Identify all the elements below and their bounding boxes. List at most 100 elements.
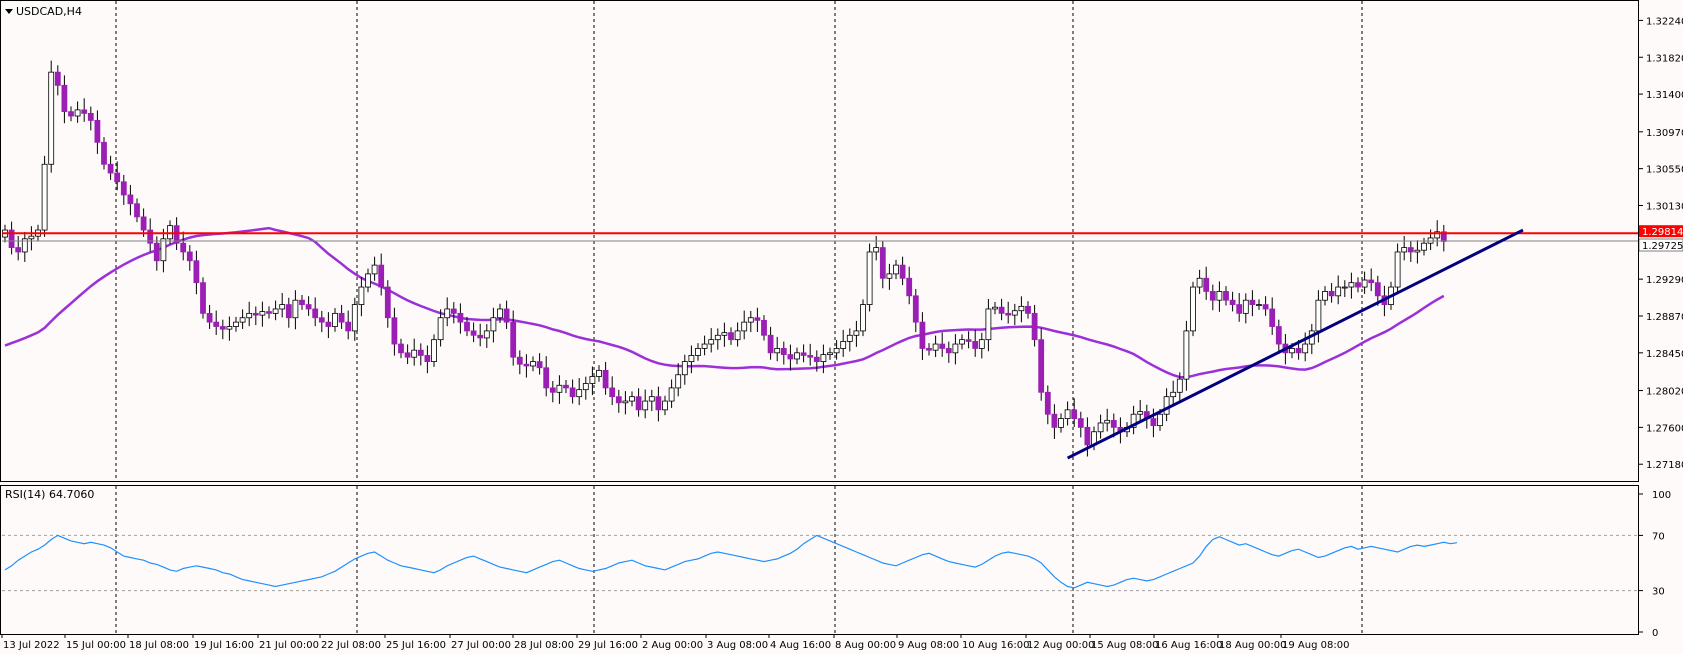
candle-body — [318, 317, 325, 323]
rsi-line — [4, 534, 1458, 589]
candle — [391, 307, 398, 356]
candle — [959, 334, 965, 350]
candle-body — [180, 242, 187, 253]
candle — [266, 306, 272, 319]
candle-body — [1025, 305, 1031, 314]
candle-body — [556, 384, 563, 393]
candle — [1407, 240, 1414, 262]
candle — [398, 338, 404, 359]
candle-body — [543, 367, 550, 389]
candle — [497, 303, 503, 324]
candle — [622, 391, 629, 415]
candle — [483, 324, 490, 348]
candle-body — [589, 376, 596, 384]
candle-body — [813, 356, 820, 362]
time-tick-label: 28 Jul 08:00 — [514, 640, 574, 651]
candle-body — [457, 312, 464, 323]
candle — [28, 226, 35, 251]
price-tick-label: 1.32240 — [1646, 16, 1683, 27]
candle — [589, 366, 596, 396]
candle — [1190, 281, 1196, 337]
candle-body — [140, 216, 147, 231]
candle-body — [642, 400, 649, 411]
price-tick-label: 1.30550 — [1646, 165, 1683, 176]
candle-body — [615, 396, 622, 404]
candle-body — [1176, 378, 1183, 393]
candle-body — [371, 264, 378, 275]
candle-body — [695, 348, 701, 356]
candle — [939, 332, 946, 357]
candle-body — [153, 242, 160, 262]
candle — [1216, 281, 1223, 312]
support-trendline — [1066, 228, 1524, 460]
time-tick-label: 16 Aug 16:00 — [1155, 640, 1222, 651]
candle-body — [1407, 247, 1414, 253]
candle — [787, 344, 794, 371]
candle-body — [200, 282, 206, 314]
candle — [860, 299, 866, 337]
time-tick-label: 8 Aug 00:00 — [835, 640, 896, 651]
price-tick-label: 1.28020 — [1646, 387, 1683, 398]
candle — [1104, 408, 1111, 432]
candle — [1374, 275, 1381, 306]
candle — [299, 294, 305, 310]
candle-body — [464, 321, 470, 332]
candle — [1058, 413, 1064, 433]
candle-body — [259, 311, 266, 316]
candle — [800, 344, 807, 363]
candle — [464, 316, 470, 337]
candle — [140, 208, 147, 237]
candle-body — [417, 349, 424, 356]
candle — [1005, 301, 1012, 324]
candle-body — [827, 352, 833, 355]
candle — [1223, 286, 1229, 306]
candle-body — [1374, 282, 1381, 297]
candle — [1071, 398, 1078, 428]
candle — [1130, 405, 1137, 435]
candle — [899, 256, 906, 286]
candle-body — [1361, 279, 1368, 288]
candle-body — [767, 334, 774, 354]
candle-body — [1341, 286, 1348, 289]
candle — [642, 389, 649, 419]
candle — [1229, 291, 1236, 312]
candle-body — [873, 247, 880, 253]
candle — [1368, 268, 1375, 292]
candle-body — [1414, 249, 1421, 253]
candle-body — [787, 354, 794, 360]
candle-body — [54, 71, 61, 86]
candle — [444, 297, 451, 327]
candle-body — [714, 334, 721, 341]
candle — [206, 304, 213, 329]
candle — [998, 298, 1005, 321]
candle-body — [120, 181, 127, 196]
overlay-lines-layer — [2, 228, 1638, 460]
candle-body — [1262, 304, 1269, 310]
candle-body — [1216, 291, 1223, 301]
candle-body — [74, 109, 81, 117]
time-tick-label: 4 Aug 16:00 — [770, 640, 831, 651]
candle-body — [1051, 413, 1058, 428]
candle-body — [391, 317, 398, 345]
price-tick-label: 1.31820 — [1646, 53, 1683, 64]
candle-body — [886, 273, 893, 279]
candle — [754, 307, 761, 332]
candle-body — [609, 387, 616, 398]
candle — [1322, 286, 1328, 306]
candle-body — [503, 308, 510, 323]
price-tag-label: 1.29814 — [1642, 227, 1683, 238]
candle-body — [576, 389, 583, 398]
candle — [1302, 332, 1309, 362]
candle — [1361, 271, 1368, 294]
price-tick-label: 1.28870 — [1646, 312, 1683, 323]
candle-body — [741, 321, 748, 332]
candle-body — [272, 308, 279, 314]
candle — [846, 328, 853, 352]
collapse-triangle-icon[interactable] — [5, 9, 13, 14]
candle — [1401, 236, 1408, 261]
candle-body — [285, 304, 292, 319]
candle — [351, 297, 358, 341]
candle-body — [668, 387, 675, 402]
candle-body — [1348, 282, 1355, 288]
